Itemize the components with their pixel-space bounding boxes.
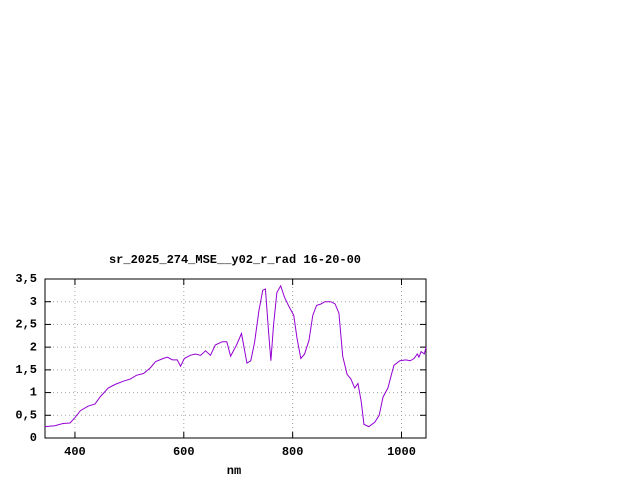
y-tick-label: 3	[30, 295, 37, 309]
x-tick-label: 800	[282, 445, 304, 459]
y-tick-label: 1	[30, 386, 37, 400]
y-tick-label: 3,5	[15, 272, 37, 286]
x-tick-label: 1000	[387, 445, 416, 459]
y-tick-label: 0	[30, 431, 37, 445]
chart-title: sr_2025_274_MSE__y02_r_rad 16-20-00	[109, 253, 361, 267]
y-tick-label: 2,5	[15, 318, 37, 332]
y-tick-label: 2	[30, 340, 37, 354]
data-line	[44, 284, 427, 428]
x-axis-label: nm	[227, 464, 241, 478]
x-tick-label: 400	[64, 445, 86, 459]
y-tick-label: 1,5	[15, 363, 37, 377]
x-tick-label: 600	[173, 445, 195, 459]
plot-border	[44, 278, 427, 439]
y-tick-label: 0,5	[15, 408, 37, 422]
